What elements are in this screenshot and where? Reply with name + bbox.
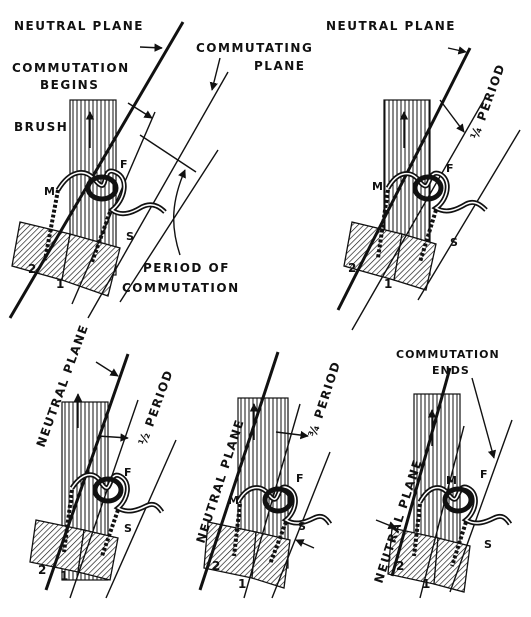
commutator-segment-1 (77, 529, 119, 581)
period-of-commutation-label-2: COMMUTATION (122, 281, 240, 295)
segment-1-label: 1 (422, 577, 432, 591)
coil-loop (92, 476, 124, 504)
commutation-ends-label-2: ENDS (432, 364, 470, 377)
coil-s-label: S (484, 538, 493, 551)
coil-m-label: M (446, 474, 458, 487)
coil-f-label: F (480, 468, 489, 481)
coil-m-label: M (44, 185, 56, 198)
neutral-pointer (139, 43, 163, 52)
begins-pointer (127, 102, 153, 119)
segment-2-label: 2 (28, 262, 38, 276)
coil-s-label: S (298, 520, 307, 533)
segment-1-label: 1 (238, 577, 248, 591)
ends-pointer (471, 377, 497, 459)
coil-lead-m (62, 489, 74, 553)
coil-m-label: M (372, 180, 384, 193)
period-pointer (97, 433, 129, 442)
commutation-begins-label-2: BEGINS (40, 78, 99, 92)
neutral-plane-line (336, 47, 472, 311)
segment-2-label: 2 (212, 559, 222, 573)
segment-2-label: 2 (38, 563, 48, 577)
coil-lead-m (376, 189, 390, 259)
coil-lead-s (268, 521, 288, 565)
panel-1: NEUTRAL PLANE COMMUTATING PLANE COMMUTAT… (8, 19, 313, 319)
period-pointer (172, 169, 186, 256)
commutation-begins-label: COMMUTATION (12, 61, 130, 75)
commutation-end-line (417, 129, 521, 301)
neutral-plane-label: NEUTRAL PLANE (14, 19, 144, 33)
segment-1-label: 1 (384, 277, 394, 291)
coil-lead-m (43, 189, 60, 261)
brush-edge-line (419, 425, 465, 599)
neutral-pointer (95, 361, 119, 377)
panel-3: NEUTRAL PLANE ½ PERIOD F S 2 1 (29, 322, 177, 599)
coil-m-label: M (228, 494, 240, 507)
coil-f-label: F (446, 162, 455, 175)
quarter-period-line (351, 97, 486, 331)
neutral-plane-line (8, 21, 185, 319)
coil-f-label: F (296, 472, 305, 485)
coil-lead-m (412, 503, 422, 557)
three-quarter-period-label: ¾ PERIOD (306, 359, 344, 439)
neutral-plane-label: NEUTRAL PLANE (326, 19, 456, 33)
commutating-pointer (209, 57, 221, 91)
quarter-period-label: ¼ PERIOD (468, 62, 508, 141)
half-period-label: ½ PERIOD (136, 368, 176, 447)
coil-lead-s (90, 211, 112, 263)
current-return-arrow (295, 539, 315, 549)
segment-1-label: 1 (56, 277, 66, 291)
coil-s-label: S (124, 522, 133, 535)
brush-label: BRUSH (14, 120, 68, 134)
commutation-end-line (119, 149, 219, 303)
neutral-plane-line (390, 367, 452, 577)
coil-lead-s (418, 209, 438, 263)
panel-5: COMMUTATION ENDS NEUTRAL PLANE M F S 2 1 (372, 348, 513, 599)
commutation-ends-label: COMMUTATION (396, 348, 500, 361)
segment-1-label: 1 (60, 569, 70, 583)
commutation-ends-line (449, 419, 513, 593)
coil-f-label: F (120, 158, 129, 171)
commutating-plane-label: COMMUTATING (196, 41, 313, 55)
commutation-end-line (105, 439, 177, 599)
panel-2: NEUTRAL PLANE ¼ PERIOD M F S 2 1 (326, 19, 521, 331)
neutral-pointer (447, 46, 467, 55)
neutral-plane-line (198, 351, 280, 591)
commutator-segment-1 (61, 233, 121, 297)
coil-loop (262, 486, 294, 514)
coil-loop (412, 174, 444, 202)
coil-loop (442, 486, 474, 514)
coil-lead-s (100, 509, 120, 557)
period-pointer (439, 99, 465, 133)
segment-2-label: 2 (348, 261, 358, 275)
segment-2-label: 2 (396, 559, 406, 573)
neutral-pointer (375, 519, 397, 530)
coil-lead-s (450, 521, 468, 567)
coil-lead-m (232, 503, 242, 557)
period-of-commutation-label: PERIOD OF (143, 261, 230, 275)
coil-f-label: F (124, 466, 133, 479)
coil-s-label: S (450, 236, 459, 249)
neutral-plane-line (44, 353, 130, 591)
commutating-plane-line (87, 71, 229, 319)
commutating-plane-label-2: PLANE (254, 59, 305, 73)
coil-loop (85, 174, 119, 202)
period-pointer (275, 430, 309, 440)
panel-4: NEUTRAL PLANE ¾ PERIOD M F S 2 1 (194, 351, 344, 599)
coil-s-label: S (126, 230, 135, 243)
